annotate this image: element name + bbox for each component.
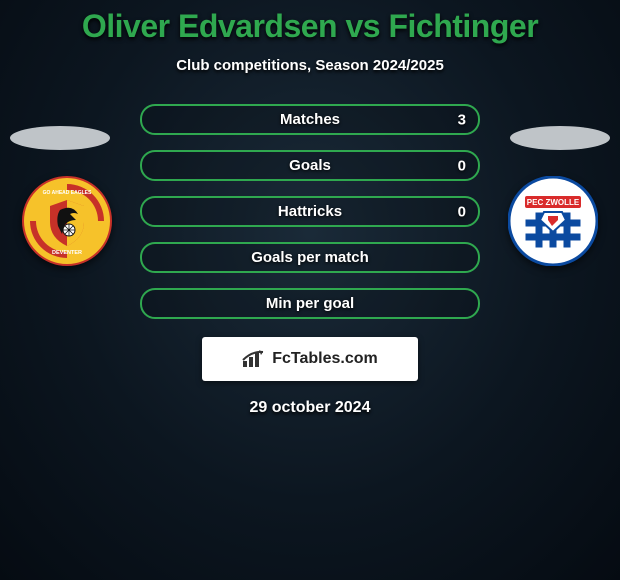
svg-text:GO AHEAD EAGLES: GO AHEAD EAGLES <box>43 190 92 196</box>
stat-label: Hattricks <box>278 203 342 220</box>
branding-text: FcTables.com <box>272 350 378 368</box>
stat-row-matches: Matches 3 <box>140 104 480 135</box>
player-photo-right <box>510 126 610 150</box>
pec-zwolle-icon: PEC ZWOLLE <box>508 176 598 266</box>
comparison-card: Oliver Edvardsen vs Fichtinger Club comp… <box>0 0 620 580</box>
stat-label: Min per goal <box>266 295 354 312</box>
stat-label: Goals per match <box>251 249 369 266</box>
stat-label: Matches <box>280 111 340 128</box>
stat-row-goals-per-match: Goals per match <box>140 242 480 273</box>
bars-icon <box>242 349 266 369</box>
branding-text-content: FcTables.com <box>272 350 378 367</box>
stat-label: Goals <box>289 157 331 174</box>
stat-row-goals: Goals 0 <box>140 150 480 181</box>
date-label: 29 october 2024 <box>0 399 620 417</box>
stat-value-right: 3 <box>458 111 466 128</box>
page-title: Oliver Edvardsen vs Fichtinger <box>0 0 620 45</box>
go-ahead-eagles-icon: GO AHEAD EAGLES DEVENTER <box>22 176 112 266</box>
svg-text:DEVENTER: DEVENTER <box>52 250 82 256</box>
stat-value-right: 0 <box>458 157 466 174</box>
stat-value-right: 0 <box>458 203 466 220</box>
branding-badge: FcTables.com <box>202 337 418 381</box>
club-badge-left: GO AHEAD EAGLES DEVENTER <box>22 176 112 266</box>
stat-row-min-per-goal: Min per goal <box>140 288 480 319</box>
subtitle: Club competitions, Season 2024/2025 <box>0 57 620 74</box>
stat-row-hattricks: Hattricks 0 <box>140 196 480 227</box>
svg-text:PEC ZWOLLE: PEC ZWOLLE <box>527 198 580 207</box>
club-badge-right: PEC ZWOLLE <box>508 176 598 266</box>
player-photo-left <box>10 126 110 150</box>
